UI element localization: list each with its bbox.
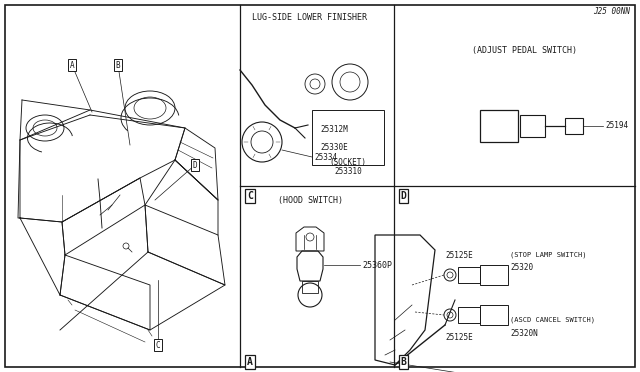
Bar — [458, 267, 480, 283]
Bar — [520, 115, 545, 137]
Bar — [565, 118, 583, 134]
Text: 25334: 25334 — [314, 153, 337, 161]
Text: 25330E: 25330E — [320, 144, 348, 153]
Text: (ASCD CANCEL SWITCH): (ASCD CANCEL SWITCH) — [510, 317, 595, 323]
Bar — [458, 307, 480, 323]
Text: (STOP LAMP SWITCH): (STOP LAMP SWITCH) — [510, 252, 586, 258]
Text: B: B — [401, 357, 406, 367]
Text: A: A — [247, 357, 253, 367]
Bar — [312, 110, 384, 165]
Text: 25320N: 25320N — [510, 328, 538, 337]
Text: 253310: 253310 — [334, 167, 362, 176]
Text: A: A — [70, 61, 74, 70]
Text: 25125E: 25125E — [445, 250, 473, 260]
Bar — [480, 110, 518, 142]
Bar — [302, 281, 318, 293]
Text: C: C — [247, 191, 253, 201]
Text: C: C — [156, 340, 160, 350]
Text: 25360P: 25360P — [362, 260, 392, 269]
Text: D: D — [193, 160, 197, 170]
Text: (SOCKET): (SOCKET) — [330, 157, 367, 167]
Text: 25125E: 25125E — [445, 333, 473, 341]
Text: 25320: 25320 — [510, 263, 533, 272]
Text: B: B — [116, 61, 120, 70]
Text: 25312M: 25312M — [320, 125, 348, 135]
Text: (ADJUST PEDAL SWITCH): (ADJUST PEDAL SWITCH) — [472, 45, 577, 55]
Text: D: D — [401, 191, 406, 201]
Text: LUG-SIDE LOWER FINISHER: LUG-SIDE LOWER FINISHER — [253, 13, 367, 22]
Text: 25194: 25194 — [605, 122, 628, 131]
Bar — [480, 265, 508, 285]
Bar — [480, 305, 508, 325]
Text: J25 00NN: J25 00NN — [593, 7, 630, 16]
Text: (HOOD SWITCH): (HOOD SWITCH) — [278, 196, 342, 205]
